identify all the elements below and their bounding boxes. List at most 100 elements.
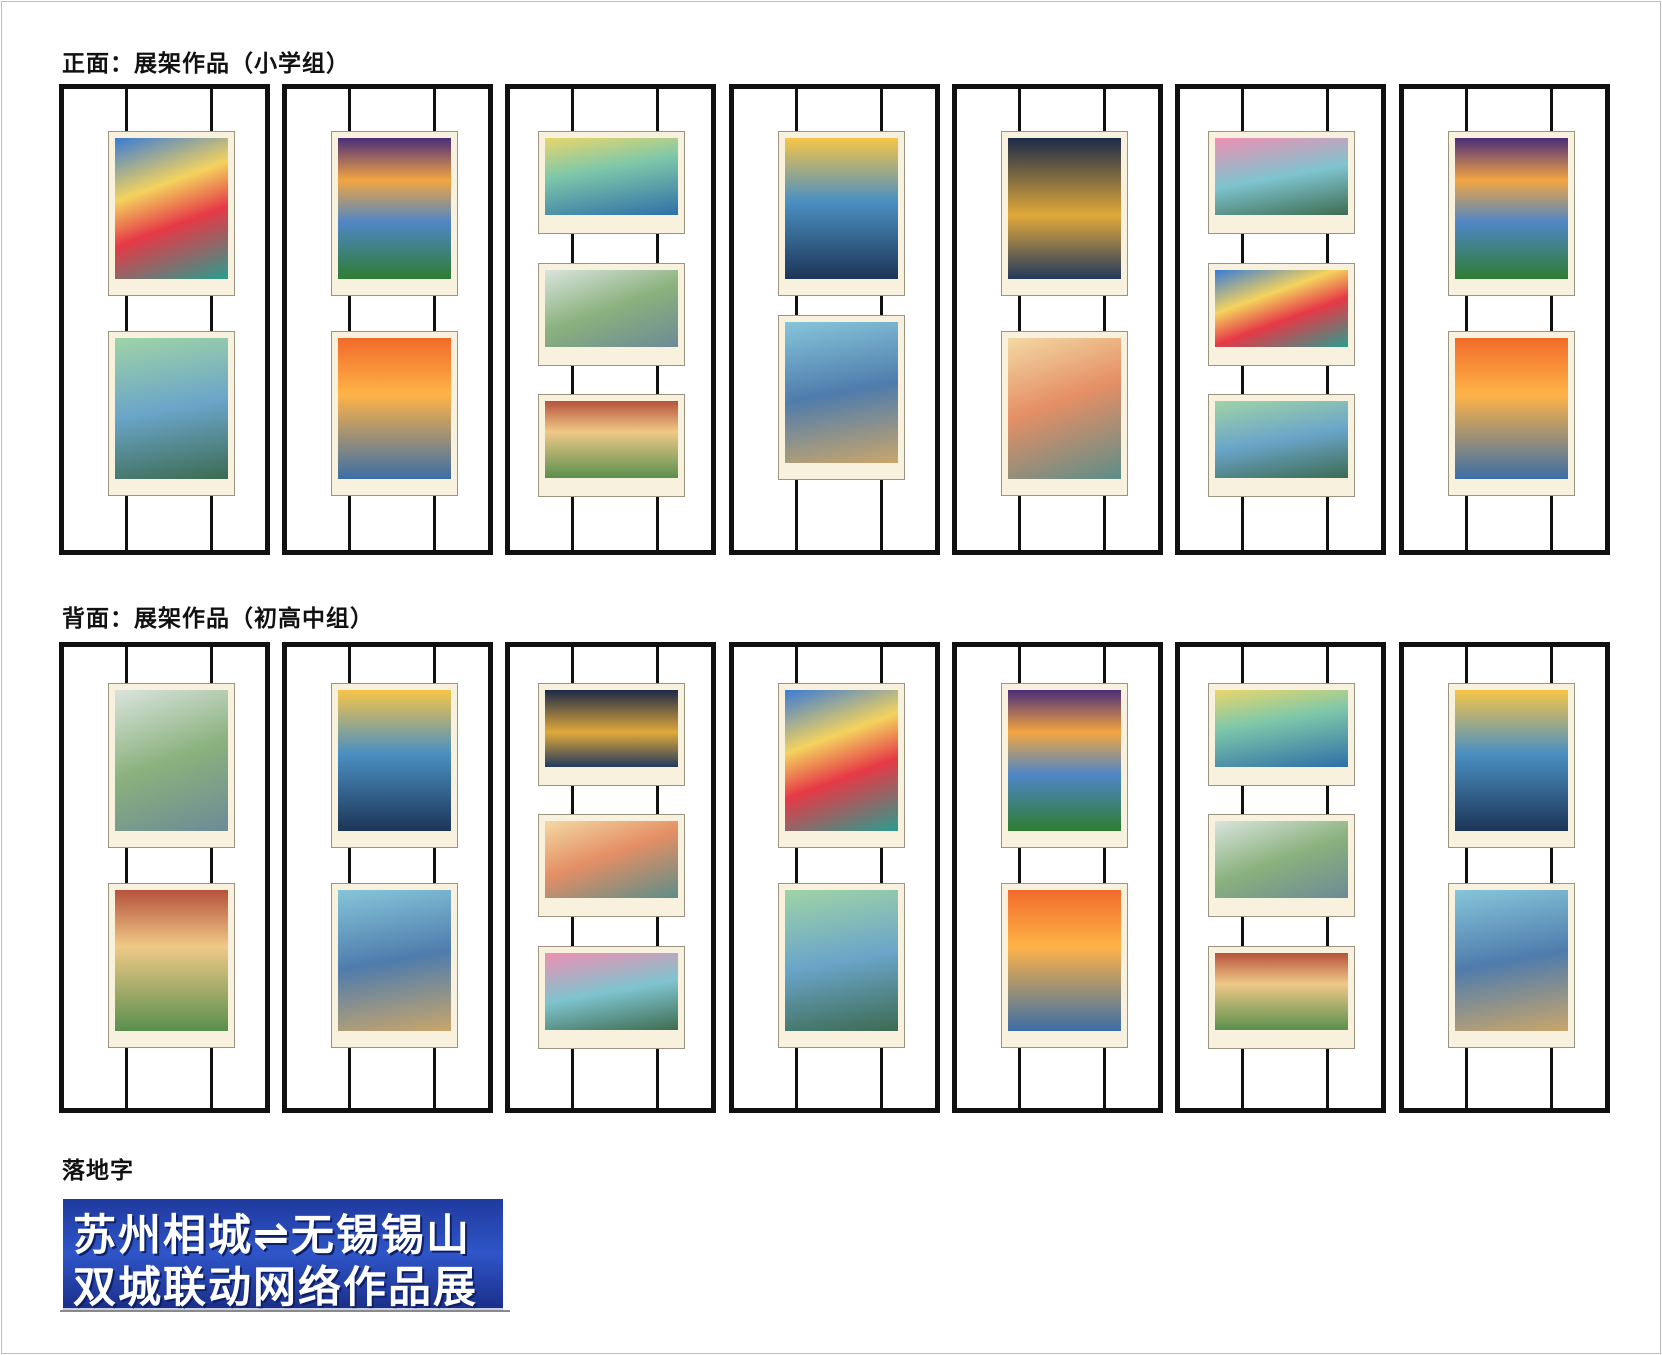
front-rack-6: [1175, 84, 1386, 555]
rack-post: [210, 647, 213, 1108]
artwork-painting: [545, 953, 678, 1030]
artwork-painting: [785, 890, 898, 1031]
back-section-title: 背面：展架作品（初高中组）: [62, 605, 374, 632]
artwork-painting: [1215, 270, 1348, 347]
front-rack-4: [729, 84, 940, 555]
artwork-frame: [108, 683, 235, 848]
artwork-frame: [1448, 883, 1575, 1048]
artwork-painting: [785, 690, 898, 831]
artwork-painting: [1215, 138, 1348, 215]
artwork-frame: [331, 331, 458, 496]
artwork-frame: [1448, 683, 1575, 848]
artwork-frame: [1208, 131, 1355, 234]
artwork-painting: [338, 338, 451, 479]
artwork-painting: [1008, 338, 1121, 479]
artwork-frame: [108, 331, 235, 496]
artwork-frame: [1208, 683, 1355, 786]
rack-post: [1103, 647, 1106, 1108]
artwork-frame: [331, 883, 458, 1048]
artwork-frame: [778, 883, 905, 1048]
artwork-painting: [545, 690, 678, 767]
rack-post: [1550, 89, 1553, 550]
exhibition-banner: 苏州相城⇌无锡锡山 双城联动网络作品展: [63, 1199, 503, 1313]
artwork-painting: [1215, 953, 1348, 1030]
artwork-painting: [115, 138, 228, 279]
rack-post: [1018, 647, 1021, 1108]
artwork-painting: [545, 401, 678, 478]
artwork-painting: [1215, 821, 1348, 898]
rack-post: [880, 647, 883, 1108]
rack-post: [1103, 89, 1106, 550]
artwork-frame: [1208, 946, 1355, 1049]
artwork-frame: [1001, 683, 1128, 848]
ground-text-title: 落地字: [62, 1157, 134, 1184]
artwork-painting: [545, 138, 678, 215]
rack-post: [433, 647, 436, 1108]
rack-post: [433, 89, 436, 550]
artwork-frame: [1448, 131, 1575, 296]
banner-base-line: [60, 1310, 510, 1312]
back-rack-6: [1175, 642, 1386, 1113]
artwork-painting: [1215, 690, 1348, 767]
artwork-frame: [538, 131, 685, 234]
rack-post: [210, 89, 213, 550]
artwork-frame: [331, 683, 458, 848]
artwork-painting: [1455, 338, 1568, 479]
artwork-frame: [108, 131, 235, 296]
artwork-painting: [1455, 138, 1568, 279]
artwork-painting: [1215, 401, 1348, 478]
front-rack-3: [505, 84, 716, 555]
rack-post: [348, 647, 351, 1108]
artwork-painting: [1008, 890, 1121, 1031]
artwork-frame: [1208, 814, 1355, 917]
artwork-frame: [1208, 263, 1355, 366]
back-rack-3: [505, 642, 716, 1113]
artwork-painting: [338, 890, 451, 1031]
rack-post: [1465, 647, 1468, 1108]
rack-post: [348, 89, 351, 550]
artwork-frame: [538, 683, 685, 786]
banner-line-2: 双城联动网络作品展: [73, 1263, 478, 1313]
rack-post: [125, 89, 128, 550]
artwork-frame: [1001, 131, 1128, 296]
artwork-painting: [545, 270, 678, 347]
artwork-frame: [108, 883, 235, 1048]
rack-post: [1465, 89, 1468, 550]
artwork-painting: [545, 821, 678, 898]
artwork-frame: [778, 683, 905, 848]
front-rack-7: [1399, 84, 1610, 555]
artwork-frame: [778, 315, 905, 480]
artwork-frame: [1001, 883, 1128, 1048]
front-rack-2: [282, 84, 493, 555]
artwork-frame: [331, 131, 458, 296]
back-rack-5: [952, 642, 1163, 1113]
artwork-frame: [1448, 331, 1575, 496]
artwork-frame: [538, 946, 685, 1049]
artwork-painting: [1455, 690, 1568, 831]
front-rack-5: [952, 84, 1163, 555]
artwork-frame: [538, 394, 685, 497]
back-rack-4: [729, 642, 940, 1113]
artwork-painting: [338, 690, 451, 831]
artwork-painting: [115, 690, 228, 831]
back-rack-7: [1399, 642, 1610, 1113]
artwork-painting: [338, 138, 451, 279]
front-section-title: 正面：展架作品（小学组）: [62, 50, 350, 77]
back-rack-2: [282, 642, 493, 1113]
artwork-painting: [1008, 138, 1121, 279]
artwork-painting: [785, 138, 898, 279]
artwork-painting: [785, 322, 898, 463]
artwork-frame: [538, 263, 685, 366]
rack-post: [795, 647, 798, 1108]
artwork-frame: [778, 131, 905, 296]
artwork-frame: [1208, 394, 1355, 497]
artwork-painting: [115, 338, 228, 479]
back-rack-1: [59, 642, 270, 1113]
artwork-frame: [538, 814, 685, 917]
front-rack-1: [59, 84, 270, 555]
artwork-frame: [1001, 331, 1128, 496]
rack-post: [125, 647, 128, 1108]
banner-line-1: 苏州相城⇌无锡锡山: [73, 1211, 472, 1261]
rack-post: [1018, 89, 1021, 550]
